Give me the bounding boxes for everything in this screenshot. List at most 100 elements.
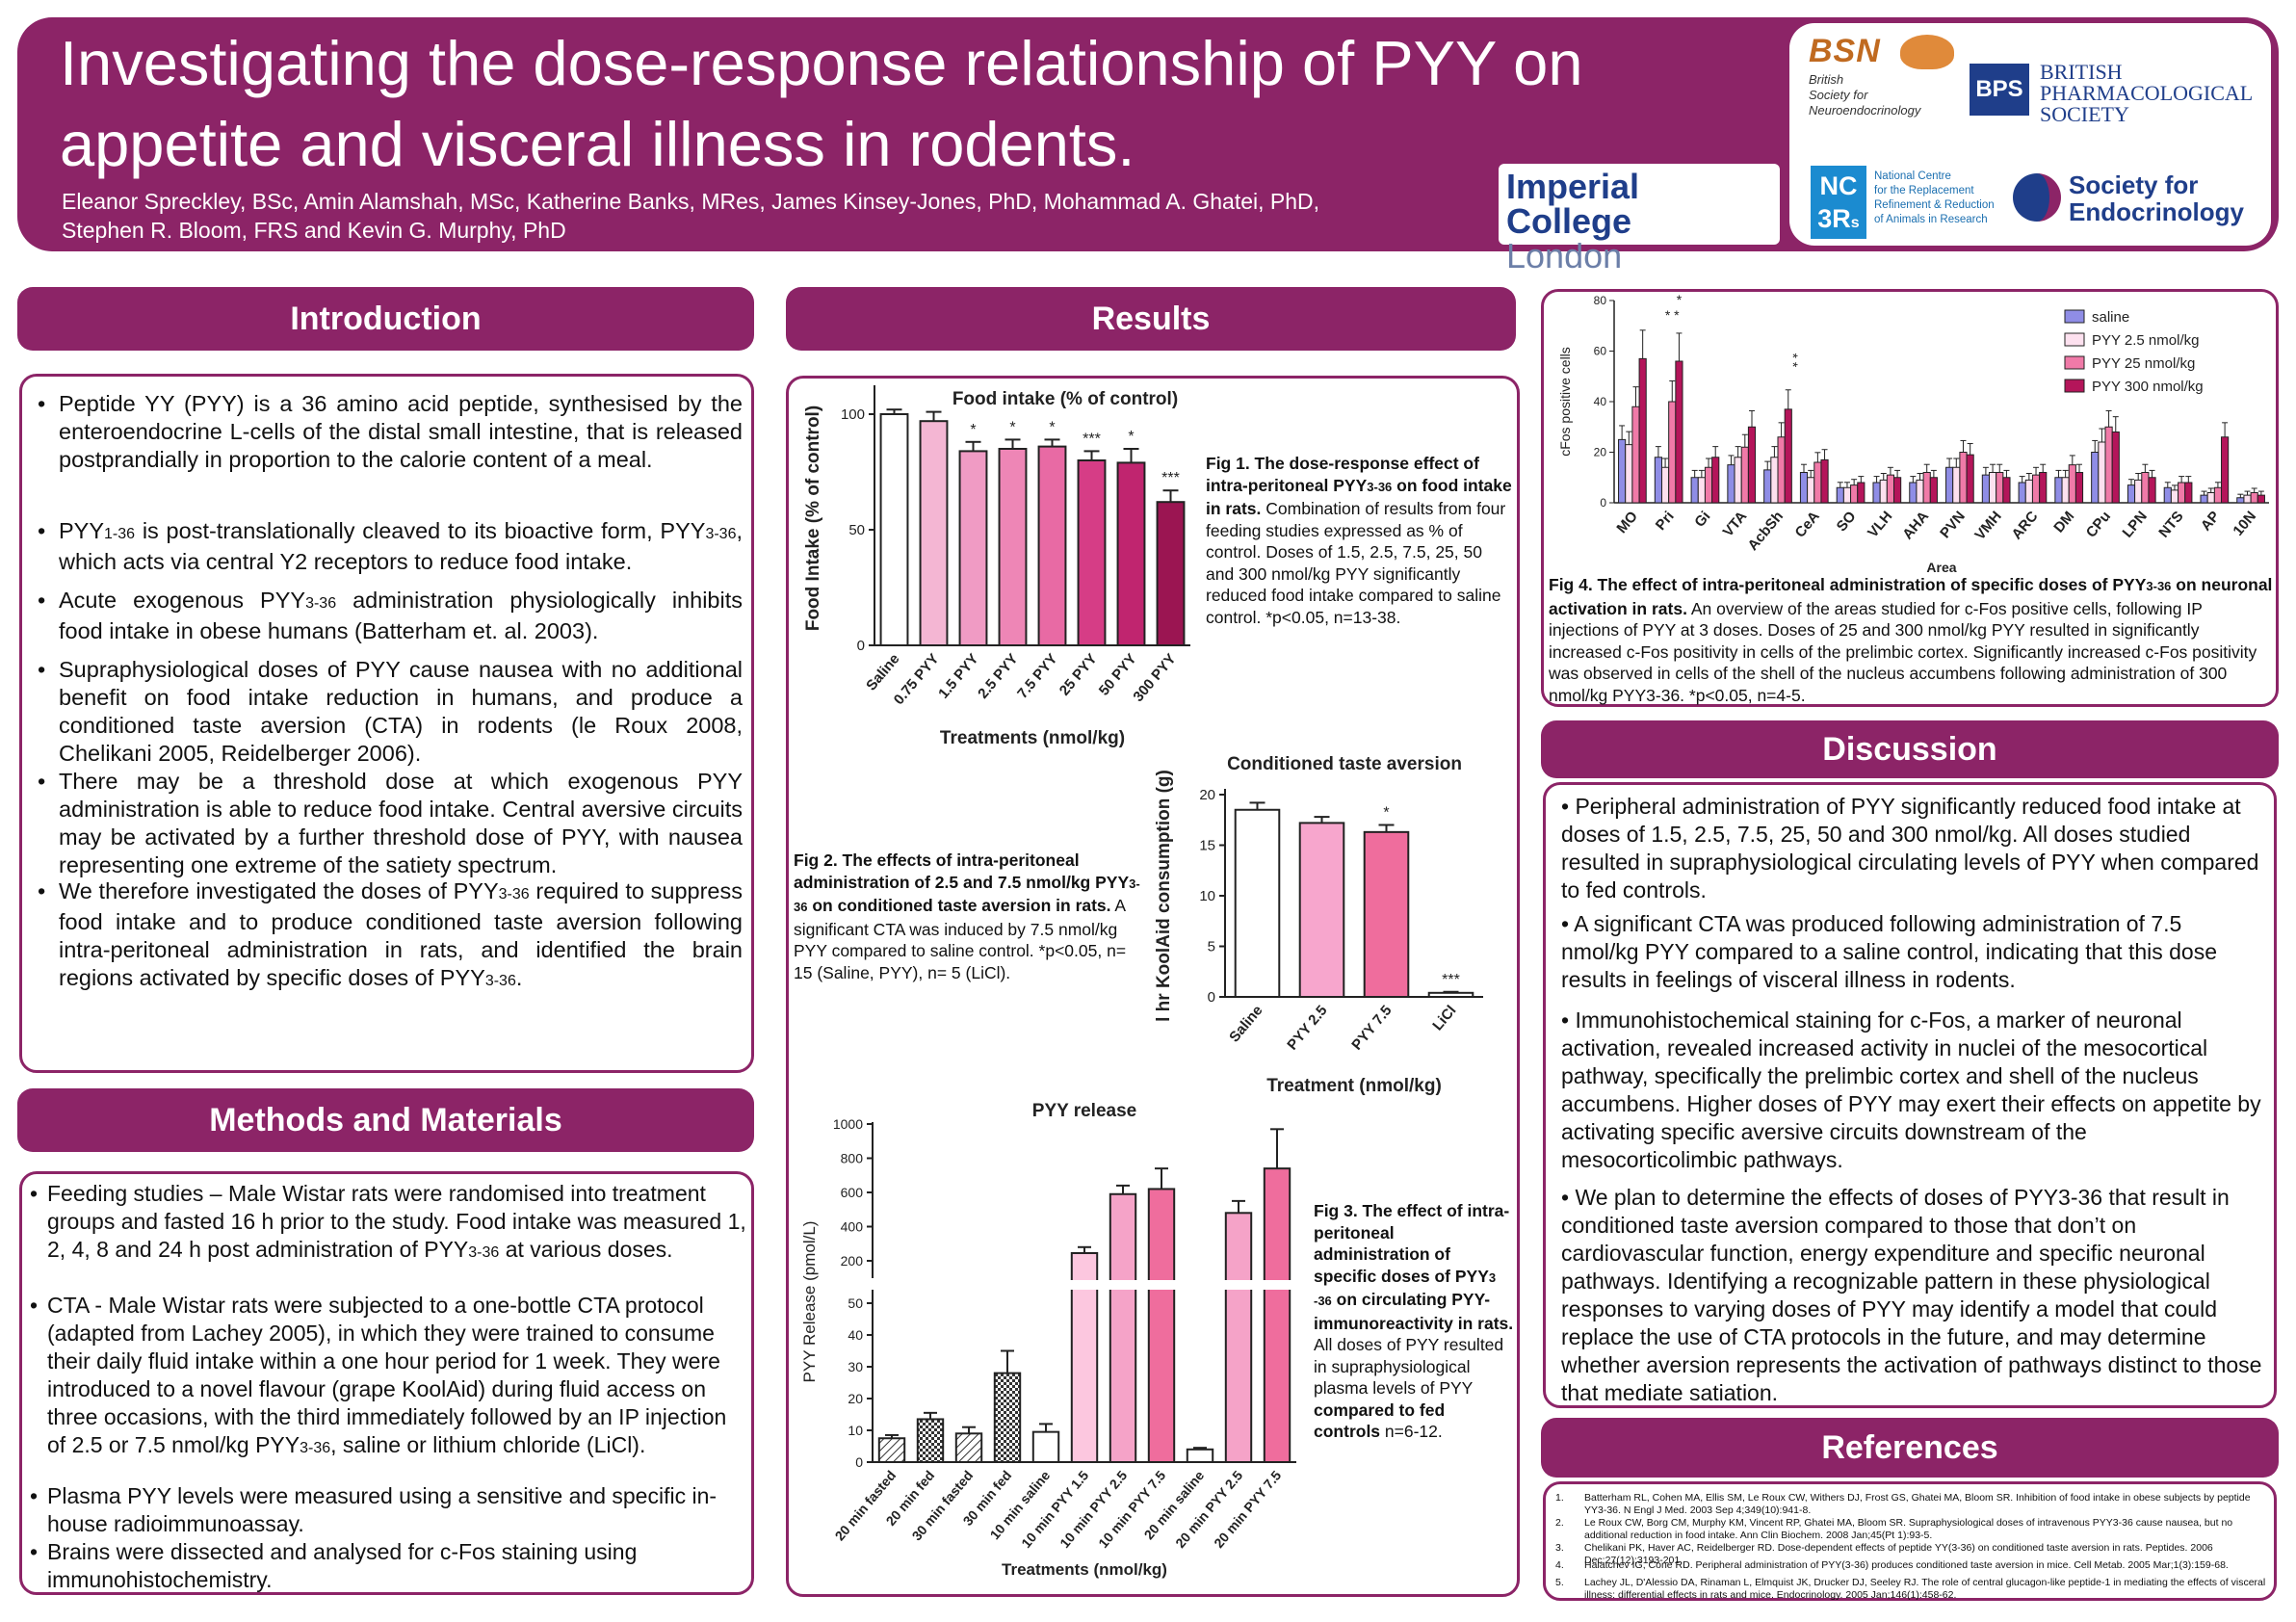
x-tick-label: PYY 7.5 <box>1348 1003 1395 1054</box>
y-tick-label: 5 <box>1208 939 1215 955</box>
reference-item: Batterham RL, Cohen MA, Ellis SM, Le Rou… <box>1584 1492 2251 1516</box>
reference-number: 5. <box>1555 1577 1564 1588</box>
bar <box>1660 466 1670 504</box>
y-tick-label: 60 <box>1594 345 1607 358</box>
bar <box>2178 482 2186 504</box>
x-tick-label: CeA <box>1792 509 1823 541</box>
y-tick-label: 20 <box>1199 787 1215 803</box>
bar <box>2098 441 2106 504</box>
bar <box>2170 489 2179 504</box>
bar <box>2213 486 2223 504</box>
bar <box>1077 459 1107 646</box>
bps-logo: BPS <box>1970 64 2029 116</box>
bar <box>1893 477 1902 504</box>
bar <box>2257 494 2265 504</box>
bar <box>1981 474 1990 504</box>
bar <box>1116 461 1146 647</box>
bullet-icon: • <box>38 769 46 794</box>
bar <box>1945 466 1954 504</box>
author-list: Eleanor Spreckley, BSc, Amin Alamshah, M… <box>62 189 1320 243</box>
reference-item: Lachey JL, D'Alessio DA, Rinaman L, Elmq… <box>1584 1577 2266 1601</box>
bar <box>2104 426 2113 504</box>
legend-swatch <box>2064 309 2085 324</box>
logo-text-line: SOCIETY <box>2040 102 2129 126</box>
x-tick-label: 10 min PYY 7.5 <box>1095 1467 1168 1551</box>
bar <box>2111 432 2120 504</box>
discussion-point: • We plan to determine the effects of do… <box>1561 1185 2262 1405</box>
sfe-logo-mark <box>2013 173 2061 222</box>
bar <box>2163 486 2172 504</box>
bar <box>2243 494 2252 504</box>
y-tick-label: 0 <box>857 638 865 654</box>
chart-cfos: cFos positive cells 0 20 40 60 80 MO Pri Gi VTAAc… <box>1557 292 2269 575</box>
chart-title: PYY release <box>1032 1101 1136 1121</box>
bar <box>2126 484 2136 504</box>
bar <box>877 1437 906 1463</box>
bps-name: BRITISH PHARMACOLOGICAL SOCIETY <box>2040 62 2253 125</box>
bar <box>1886 474 1895 504</box>
bar <box>2039 472 2048 504</box>
bar <box>1631 406 1640 504</box>
x-tick-label: 7.5 PYY <box>1014 651 1060 702</box>
bullet-icon: • <box>38 391 46 416</box>
brain-icon <box>1900 35 1954 69</box>
logo-text-line: National Centre <box>1874 170 1951 182</box>
bar <box>2002 477 2011 504</box>
x-tick-label: AP <box>2198 509 2223 535</box>
references-heading: References <box>1541 1418 2279 1478</box>
poster-header: Investigating the dose-response relation… <box>17 17 2279 274</box>
bar <box>2031 474 2041 504</box>
significance-marker: *** <box>1161 470 1180 486</box>
bullet-icon: • <box>38 588 46 613</box>
x-tick-label: AcbSh <box>1744 509 1787 554</box>
significance-marker: *** <box>1442 972 1460 988</box>
x-axis-label: Treatments (nmol/kg) <box>940 728 1125 748</box>
x-tick-label: DM <box>2050 509 2077 536</box>
intro-bullet: • We therefore investigated the doses of … <box>38 878 743 990</box>
x-tick-label: 10 min PYY 2.5 <box>1057 1467 1130 1551</box>
discussion-point: • A significant CTA was produced followi… <box>1561 911 2218 992</box>
introduction-panel: • Peptide YY (PYY) is a 36 amino acid pep… <box>19 374 754 1073</box>
bar <box>2184 482 2193 504</box>
bar <box>1224 1212 1253 1464</box>
bullet-icon: • <box>30 1539 39 1564</box>
intro-bullet: • PYY1-36 is post-translationally cleaved… <box>38 518 743 574</box>
logo-text-line: Refinement & Reduction <box>1874 199 1995 211</box>
bar <box>1031 1430 1060 1463</box>
x-tick-label: Saline <box>1226 1003 1265 1046</box>
y-tick-label: 20 <box>848 1391 863 1406</box>
introduction-heading: Introduction <box>17 287 754 351</box>
x-tick-label: PVN <box>1937 509 1969 542</box>
x-tick-label: VTA <box>1720 509 1751 540</box>
axis-break <box>861 1280 1298 1290</box>
bar <box>2074 472 2084 504</box>
y-tick-label: 20 <box>1594 446 1607 459</box>
bar <box>1952 466 1961 504</box>
y-tick-label: 15 <box>1199 838 1215 854</box>
nc3rs-logo: NC 3Rs <box>1811 166 1866 239</box>
y-tick-label: 0 <box>855 1454 863 1470</box>
bar <box>1784 408 1792 504</box>
intro-bullet: • There may be a threshold dose at which… <box>38 769 743 877</box>
bullet-icon: • <box>38 518 46 543</box>
bar <box>1799 472 1809 504</box>
bar <box>1618 438 1627 504</box>
logo-text-line: British <box>1809 72 1844 87</box>
x-tick-label: Gi <box>1691 509 1713 531</box>
bar <box>1996 472 2004 504</box>
bar <box>1037 445 1067 646</box>
legend-label: PYY 300 nmol/kg <box>2092 379 2204 395</box>
chart-title: Food intake (% of control) <box>952 389 1178 409</box>
x-tick-label: ARC <box>2009 509 2042 543</box>
x-axis-label: Area <box>1926 560 1956 575</box>
x-tick-label: AHA <box>1899 509 1932 543</box>
y-tick-label: 50 <box>848 522 865 538</box>
bullet-icon: • <box>30 1293 39 1318</box>
bar <box>1109 1192 1137 1464</box>
bar <box>998 448 1028 646</box>
y-tick-label: 30 <box>848 1359 863 1374</box>
bar <box>1747 426 1757 504</box>
bar <box>1879 479 1888 504</box>
bar <box>1813 461 1822 504</box>
references-panel: 1. Batterham RL, Cohen MA, Ellis SM, Le R… <box>1543 1481 2277 1601</box>
